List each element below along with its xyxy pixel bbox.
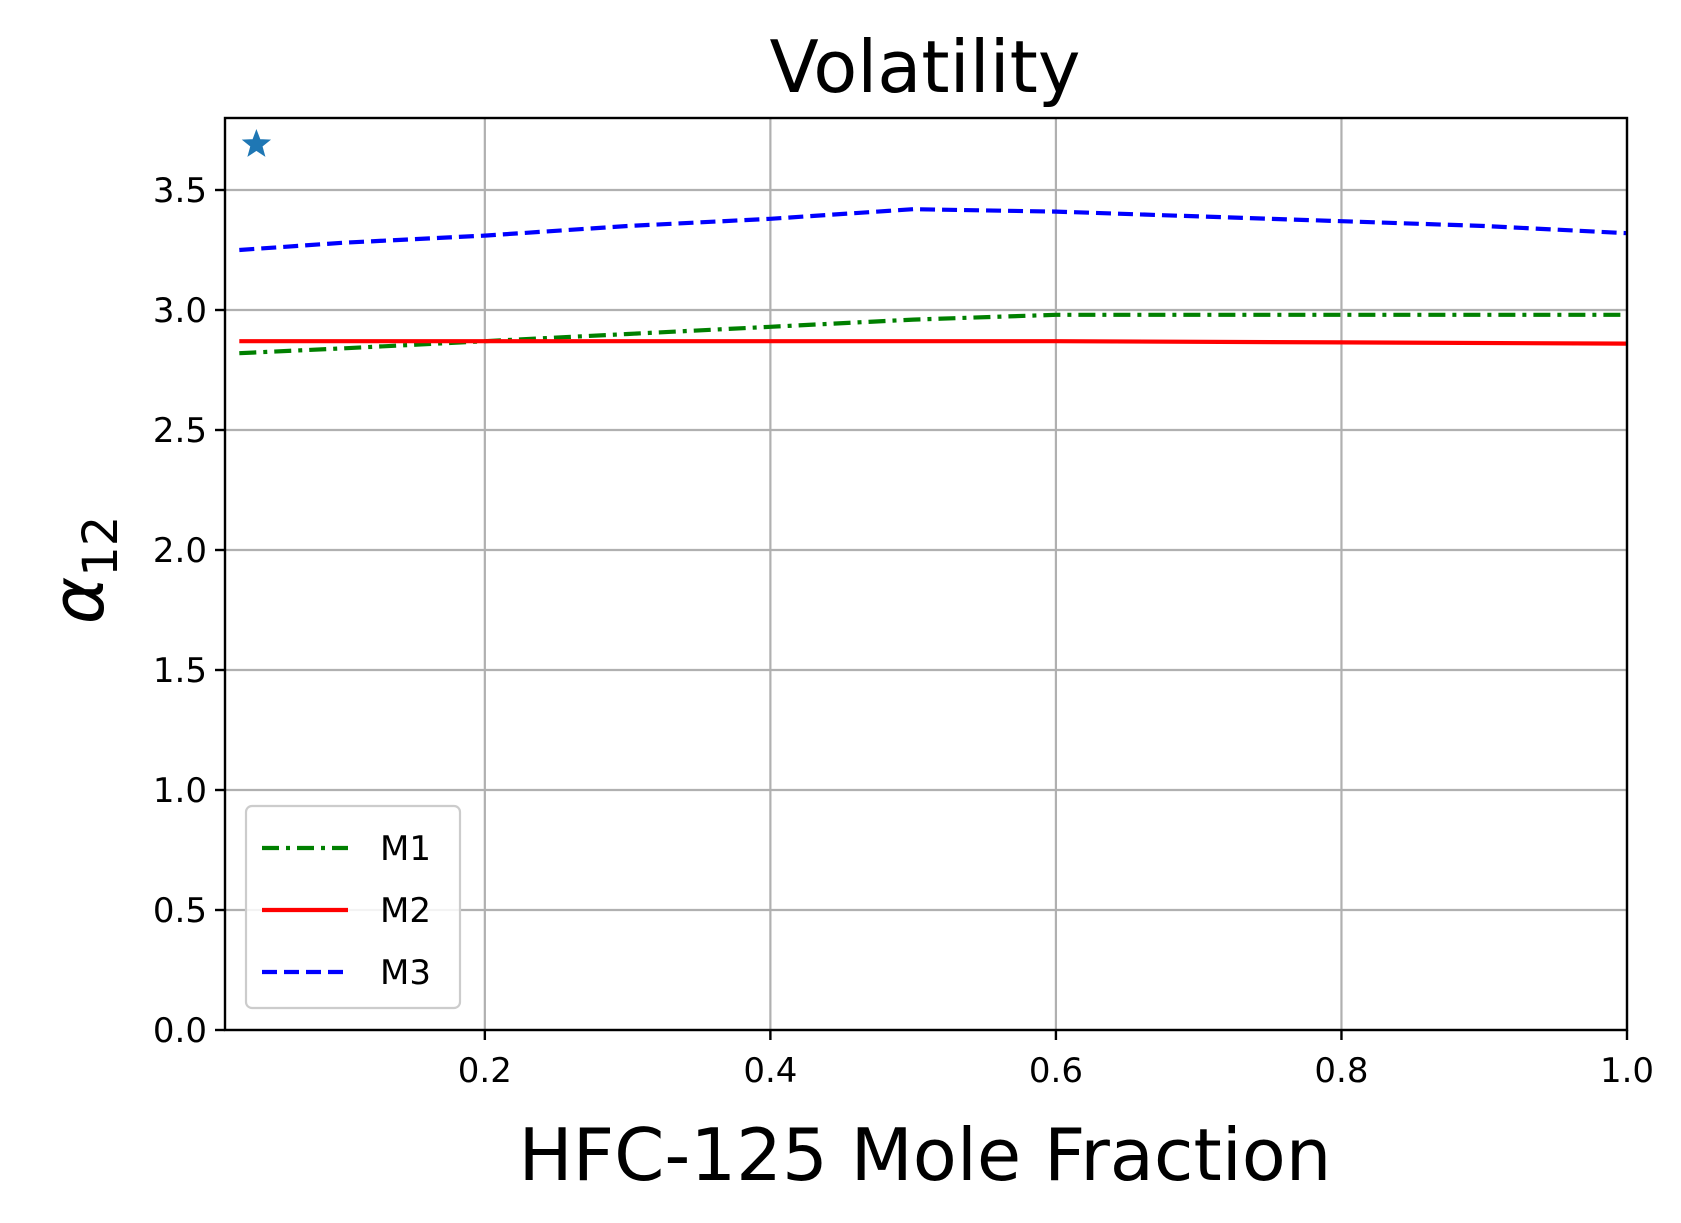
x-tick-label: 1.0 (1600, 1051, 1654, 1091)
y-tick-label: 1.0 (153, 771, 207, 811)
chart-title: Volatility (770, 25, 1081, 109)
y-tick-label: 0.5 (153, 891, 207, 931)
series-line-m3 (239, 207, 1628, 253)
y-tick-label: 3.0 (153, 291, 207, 331)
y-axis-label-subscript: 12 (73, 516, 129, 577)
x-axis-label: HFC-125 Mole Fraction (519, 1113, 1332, 1197)
x-tick-label: 0.6 (1029, 1051, 1083, 1091)
y-axis-ticks: 0.0 0.5 1.0 1.5 2.0 2.5 3.0 3.5 (153, 171, 225, 1051)
legend-box (244, 804, 462, 1010)
y-tick-label: 2.0 (153, 531, 207, 571)
y-axis-label-base: α (36, 577, 120, 624)
series-line-m1 (239, 312, 1627, 356)
x-tick-label: 0.4 (743, 1051, 797, 1091)
plot-frame (223, 116, 1629, 1032)
marker-group (241, 128, 272, 157)
legend-label-m3: M3 (380, 953, 431, 993)
legend-label-m1: M1 (380, 829, 431, 869)
legend: M1 M2 M3 (244, 804, 462, 1010)
y-tick-label: 1.5 (153, 651, 207, 691)
series-group (239, 207, 1628, 356)
y-tick-label: 0.0 (153, 1011, 207, 1051)
x-tick-label: 0.8 (1314, 1051, 1368, 1091)
series-line-m2 (239, 339, 1628, 346)
star-marker (241, 128, 272, 157)
x-tick-label: 0.2 (458, 1051, 512, 1091)
y-axis-label: α12 (36, 516, 129, 625)
y-tick-label: 2.5 (153, 411, 207, 451)
legend-label-m2: M2 (380, 891, 431, 931)
x-axis-ticks: 0.2 0.4 0.6 0.8 1.0 (458, 1030, 1654, 1091)
y-tick-label: 3.5 (153, 171, 207, 211)
